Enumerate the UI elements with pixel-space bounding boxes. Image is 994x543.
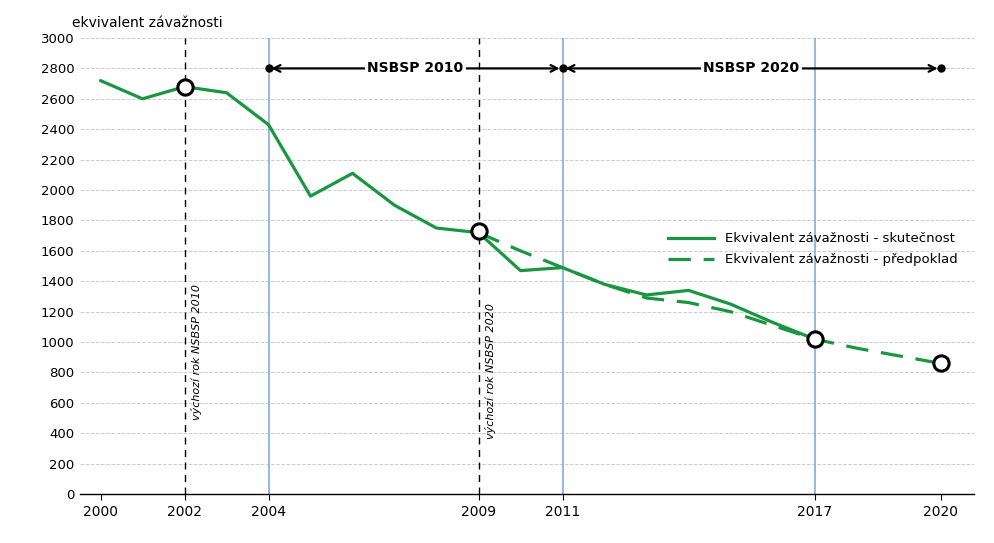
Text: NSBSP 2010: NSBSP 2010 bbox=[368, 61, 463, 75]
Text: ekvivalent závažnosti: ekvivalent závažnosti bbox=[72, 16, 223, 30]
Text: NSBSP 2020: NSBSP 2020 bbox=[704, 61, 799, 75]
Text: výchozí rok NSBSP 2020: výchozí rok NSBSP 2020 bbox=[485, 302, 496, 439]
Text: výchozí rok NSBSP 2010: výchozí rok NSBSP 2010 bbox=[191, 285, 202, 420]
Legend: Ekvivalent závažnosti - skutečnost, Ekvivalent závažnosti - předpoklad: Ekvivalent závažnosti - skutečnost, Ekvi… bbox=[663, 227, 963, 272]
